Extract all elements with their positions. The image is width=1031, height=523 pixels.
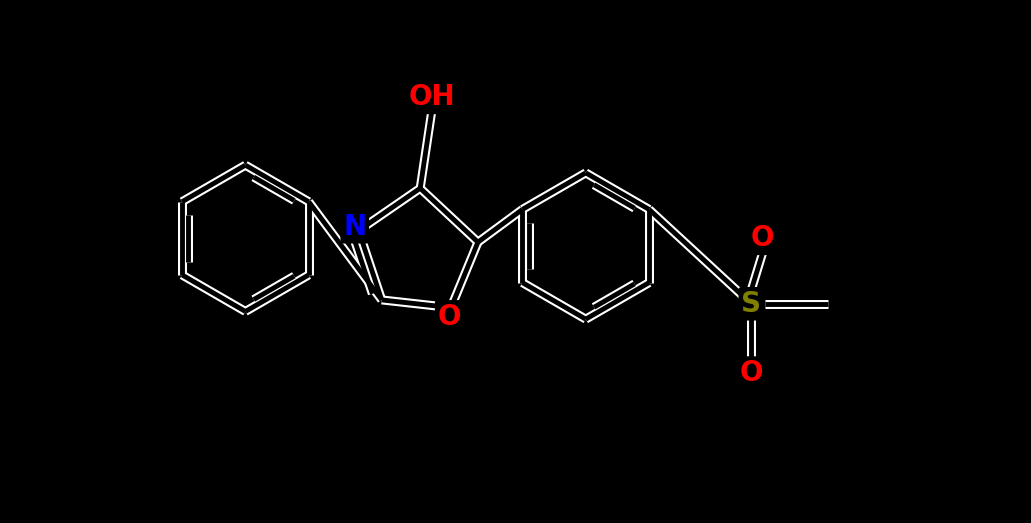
Text: OH: OH xyxy=(408,83,455,111)
Text: S: S xyxy=(741,290,761,318)
Text: O: O xyxy=(752,224,774,252)
Text: O: O xyxy=(438,303,461,331)
Text: O: O xyxy=(739,359,763,387)
Text: N: N xyxy=(343,213,366,241)
